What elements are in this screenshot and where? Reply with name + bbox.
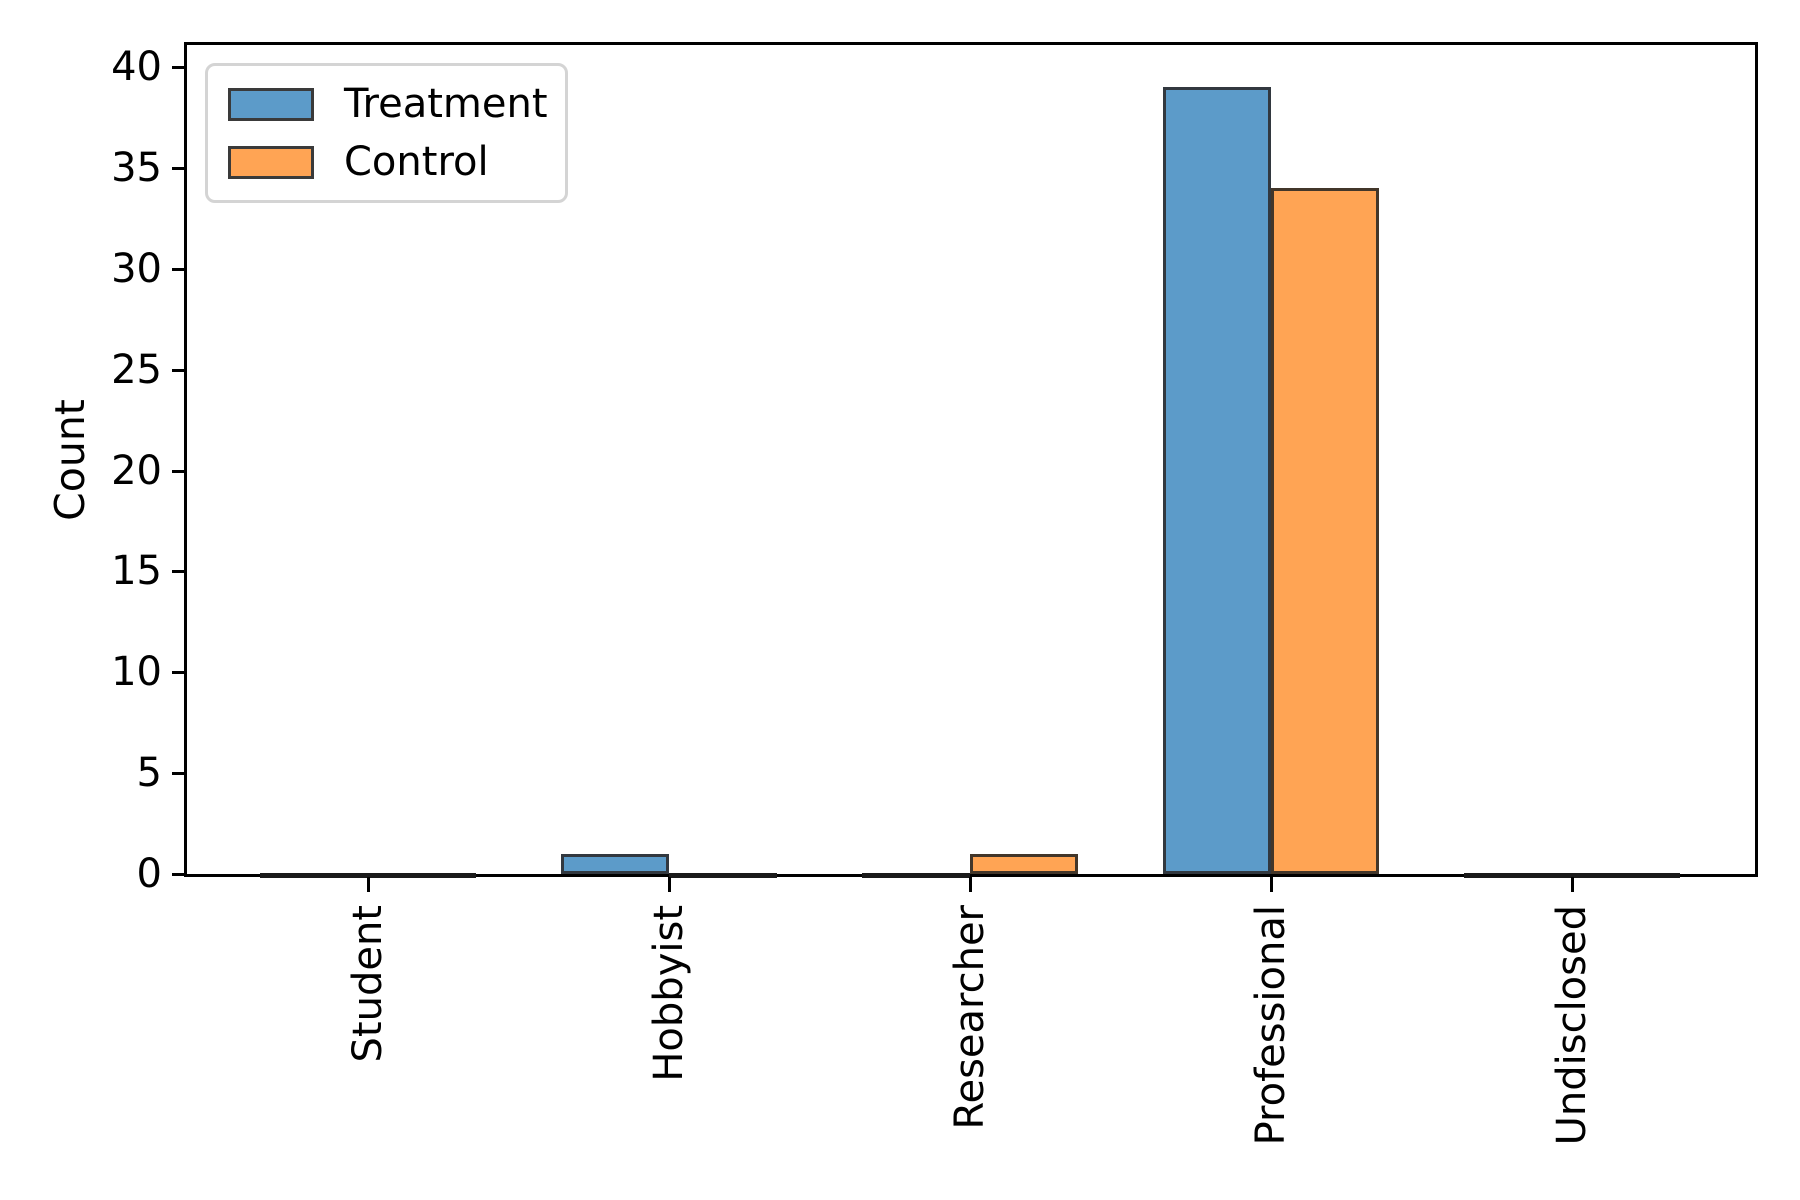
x-tick-hobbyist <box>668 877 671 892</box>
legend-swatch-treatment <box>228 87 314 121</box>
y-tick-5 <box>172 772 187 775</box>
bar-treatment-student <box>260 873 368 878</box>
bar-treatment-researcher <box>862 873 970 878</box>
y-tick-0 <box>172 873 187 876</box>
y-tick-20 <box>172 470 187 473</box>
x-tick-undisclosed <box>1571 877 1574 892</box>
x-tick-researcher <box>969 877 972 892</box>
bar-control-researcher <box>970 854 1078 874</box>
y-tick-label-10: 10 <box>111 649 162 695</box>
x-tick-label-undisclosed: Undisclosed <box>1549 905 1595 1146</box>
y-tick-30 <box>172 268 187 271</box>
y-tick-40 <box>172 66 187 69</box>
bar-control-professional <box>1271 188 1379 874</box>
y-tick-label-25: 25 <box>111 347 162 393</box>
x-tick-label-hobbyist: Hobbyist <box>646 905 692 1082</box>
legend-row-control: Control <box>228 140 545 184</box>
y-tick-label-35: 35 <box>111 145 162 191</box>
y-tick-label-15: 15 <box>111 548 162 594</box>
bar-control-student <box>368 873 476 878</box>
bar-treatment-undisclosed <box>1464 873 1572 878</box>
y-tick-label-5: 5 <box>136 750 162 796</box>
y-tick-35 <box>172 167 187 170</box>
y-tick-label-0: 0 <box>136 851 162 897</box>
bar-treatment-hobbyist <box>561 854 669 874</box>
y-tick-15 <box>172 570 187 573</box>
x-tick-student <box>367 877 370 892</box>
y-tick-label-30: 30 <box>111 246 162 292</box>
y-tick-label-40: 40 <box>111 44 162 90</box>
y-tick-25 <box>172 369 187 372</box>
x-tick-label-researcher: Researcher <box>947 905 993 1130</box>
legend-row-treatment: Treatment <box>228 81 548 127</box>
bar-treatment-professional <box>1163 87 1271 874</box>
legend-label-control: Control <box>344 139 489 185</box>
x-tick-label-professional: Professional <box>1248 905 1294 1146</box>
y-tick-label-20: 20 <box>111 448 162 494</box>
legend-swatch-control <box>228 145 314 179</box>
legend: Treatment Control <box>205 63 568 203</box>
x-tick-label-student: Student <box>345 905 391 1063</box>
bar-control-undisclosed <box>1572 873 1680 878</box>
bar-control-hobbyist <box>669 873 777 878</box>
y-tick-10 <box>172 671 187 674</box>
x-tick-professional <box>1270 877 1273 892</box>
legend-label-treatment: Treatment <box>344 81 548 127</box>
